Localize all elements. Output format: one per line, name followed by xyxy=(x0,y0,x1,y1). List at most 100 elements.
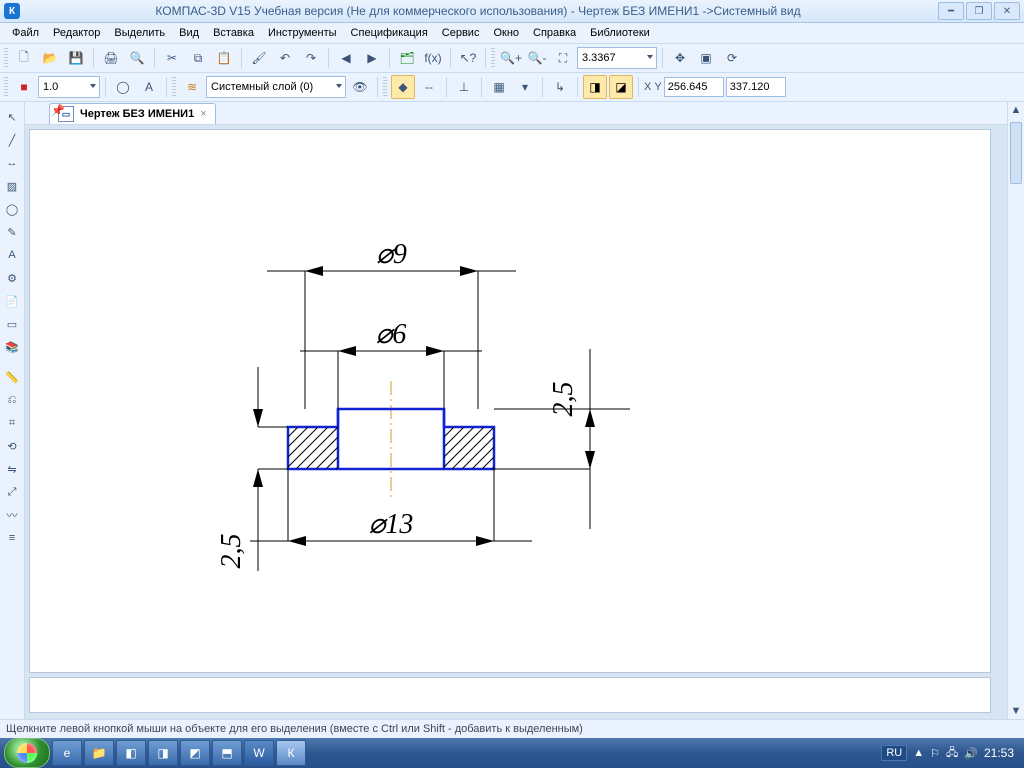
zoom-dropdown[interactable]: 1.0 xyxy=(38,76,100,98)
language-indicator[interactable]: RU xyxy=(881,745,907,761)
print-button[interactable]: 🖨 xyxy=(99,46,123,70)
close-button[interactable]: ✕ xyxy=(994,2,1020,20)
tray-up-icon[interactable]: ▲ xyxy=(913,747,924,759)
annot-tool-icon[interactable]: A xyxy=(1,244,23,266)
fx-button[interactable]: f(x) xyxy=(421,46,445,70)
task-ie-icon[interactable]: e xyxy=(52,740,82,766)
menu-tools[interactable]: Инструменты xyxy=(262,25,343,41)
stop-button[interactable]: ■ xyxy=(12,75,36,99)
scale-dropdown[interactable]: 3.3367 xyxy=(577,47,657,69)
grip-icon[interactable] xyxy=(4,48,8,68)
view-tool-icon[interactable]: ⌗ xyxy=(1,412,23,434)
open-button[interactable]: 📂 xyxy=(38,46,62,70)
drawing-canvas[interactable]: ⌀9⌀6⌀132,52,5 xyxy=(29,129,991,673)
refresh-button[interactable]: ⟳ xyxy=(720,46,744,70)
layer-vis-icon[interactable]: 👁 xyxy=(348,75,372,99)
perp-icon[interactable]: ⊥ xyxy=(452,75,476,99)
fitall-button[interactable]: ▣ xyxy=(694,46,718,70)
menu-edit[interactable]: Редактор xyxy=(47,25,106,41)
tray-sound-icon[interactable]: 🔊 xyxy=(964,747,978,760)
menu-select[interactable]: Выделить xyxy=(108,25,171,41)
edit-tool-icon[interactable]: ✎ xyxy=(1,221,23,243)
dim-tool-icon[interactable]: ↔ xyxy=(1,152,23,174)
mirror-tool-icon[interactable]: ⇋ xyxy=(1,458,23,480)
undo-button[interactable]: ↶ xyxy=(273,46,297,70)
task-app3-icon[interactable]: ◩ xyxy=(180,740,210,766)
grid-icon[interactable]: ▦ xyxy=(487,75,511,99)
pin-icon[interactable]: 📌 xyxy=(51,104,65,117)
scroll-down-icon[interactable]: ▼ xyxy=(1008,703,1024,719)
menu-help[interactable]: Справка xyxy=(527,25,582,41)
param-tool-icon[interactable]: ⚙ xyxy=(1,267,23,289)
style-1-button[interactable]: ◆ xyxy=(391,75,415,99)
tray-flag-icon[interactable]: ⚐ xyxy=(930,747,940,760)
spec-tool-icon[interactable]: 📄 xyxy=(1,290,23,312)
nav-prev-button[interactable]: ◀ xyxy=(334,46,358,70)
save-button[interactable]: 💾 xyxy=(64,46,88,70)
tree-button[interactable]: 🗂 xyxy=(395,46,419,70)
coord-x-input[interactable] xyxy=(664,77,724,97)
coord-y-input[interactable] xyxy=(726,77,786,97)
zoom-out-button[interactable]: 🔍- xyxy=(525,46,549,70)
redo-button[interactable]: ↷ xyxy=(299,46,323,70)
zoom-in-button[interactable]: 🔍+ xyxy=(499,46,523,70)
snap-2-button[interactable]: ◪ xyxy=(609,75,633,99)
menu-lib[interactable]: Библиотеки xyxy=(584,25,656,41)
menu-window[interactable]: Окно xyxy=(487,25,525,41)
line-tool-icon[interactable]: ╱ xyxy=(1,129,23,151)
task-app2-icon[interactable]: ◨ xyxy=(148,740,178,766)
text-icon[interactable]: A xyxy=(137,75,161,99)
scale-tool-icon[interactable]: ⤢ xyxy=(1,481,23,503)
grip-icon[interactable] xyxy=(491,48,495,68)
menu-view[interactable]: Вид xyxy=(173,25,205,41)
geom-icon[interactable]: ◯ xyxy=(111,75,135,99)
task-explorer-icon[interactable]: 📁 xyxy=(84,740,114,766)
hatch-tool-icon[interactable]: ▨ xyxy=(1,175,23,197)
tray-clock[interactable]: 21:53 xyxy=(984,746,1014,760)
scroll-thumb[interactable] xyxy=(1010,122,1022,184)
grip-icon[interactable] xyxy=(172,77,176,97)
nav-next-button[interactable]: ▶ xyxy=(360,46,384,70)
menu-service[interactable]: Сервис xyxy=(436,25,486,41)
paste-button[interactable]: 📋 xyxy=(212,46,236,70)
layer-dropdown[interactable]: Системный слой (0) xyxy=(206,76,346,98)
minimize-button[interactable]: ━ xyxy=(938,2,964,20)
task-kompas-icon[interactable]: К xyxy=(276,740,306,766)
menu-file[interactable]: Файл xyxy=(6,25,45,41)
pan-button[interactable]: ✥ xyxy=(668,46,692,70)
zoom-window-button[interactable]: ⛶ xyxy=(551,46,575,70)
measure-tool-icon[interactable]: 📏 xyxy=(1,366,23,388)
pointer-tool-icon[interactable]: ↖ xyxy=(1,106,23,128)
menu-insert[interactable]: Вставка xyxy=(207,25,260,41)
copy-button[interactable]: ⧉ xyxy=(186,46,210,70)
task-app1-icon[interactable]: ◧ xyxy=(116,740,146,766)
geom-tool-icon[interactable]: ◯ xyxy=(1,198,23,220)
tab-close-icon[interactable]: × xyxy=(200,108,206,120)
cut-button[interactable]: ✂ xyxy=(160,46,184,70)
tray-net-icon[interactable]: 🖧 xyxy=(946,744,958,763)
spline-tool-icon[interactable]: 〰 xyxy=(1,504,23,526)
property-panel[interactable] xyxy=(29,677,991,713)
grid-dd-icon[interactable]: ▾ xyxy=(513,75,537,99)
snap-1-button[interactable]: ◨ xyxy=(583,75,607,99)
preview-button[interactable]: 🔍 xyxy=(125,46,149,70)
grip-icon[interactable] xyxy=(383,77,387,97)
task-app4-icon[interactable]: ⬒ xyxy=(212,740,242,766)
ortho-icon[interactable]: ↳ xyxy=(548,75,572,99)
vertical-scrollbar[interactable]: ▲ ▼ xyxy=(1007,102,1024,719)
sheet-tool-icon[interactable]: ▭ xyxy=(1,313,23,335)
brush-icon[interactable]: 🖌 xyxy=(247,46,271,70)
style-2-button[interactable]: -- xyxy=(417,75,441,99)
document-tab[interactable]: ▭ Чертеж БЕЗ ИМЕНИ1 × xyxy=(49,103,216,124)
break-tool-icon[interactable]: ⎌ xyxy=(1,389,23,411)
cursor-help-icon[interactable]: ↖? xyxy=(456,46,480,70)
equid-tool-icon[interactable]: ≡ xyxy=(1,527,23,549)
rotate-tool-icon[interactable]: ⟲ xyxy=(1,435,23,457)
new-button[interactable]: 🗋 xyxy=(12,46,36,70)
task-word-icon[interactable]: W xyxy=(244,740,274,766)
maximize-button[interactable]: ❐ xyxy=(966,2,992,20)
layers-icon[interactable]: ≋ xyxy=(180,75,204,99)
scroll-up-icon[interactable]: ▲ xyxy=(1008,102,1024,118)
start-button[interactable] xyxy=(4,738,50,768)
grip-icon[interactable] xyxy=(4,77,8,97)
